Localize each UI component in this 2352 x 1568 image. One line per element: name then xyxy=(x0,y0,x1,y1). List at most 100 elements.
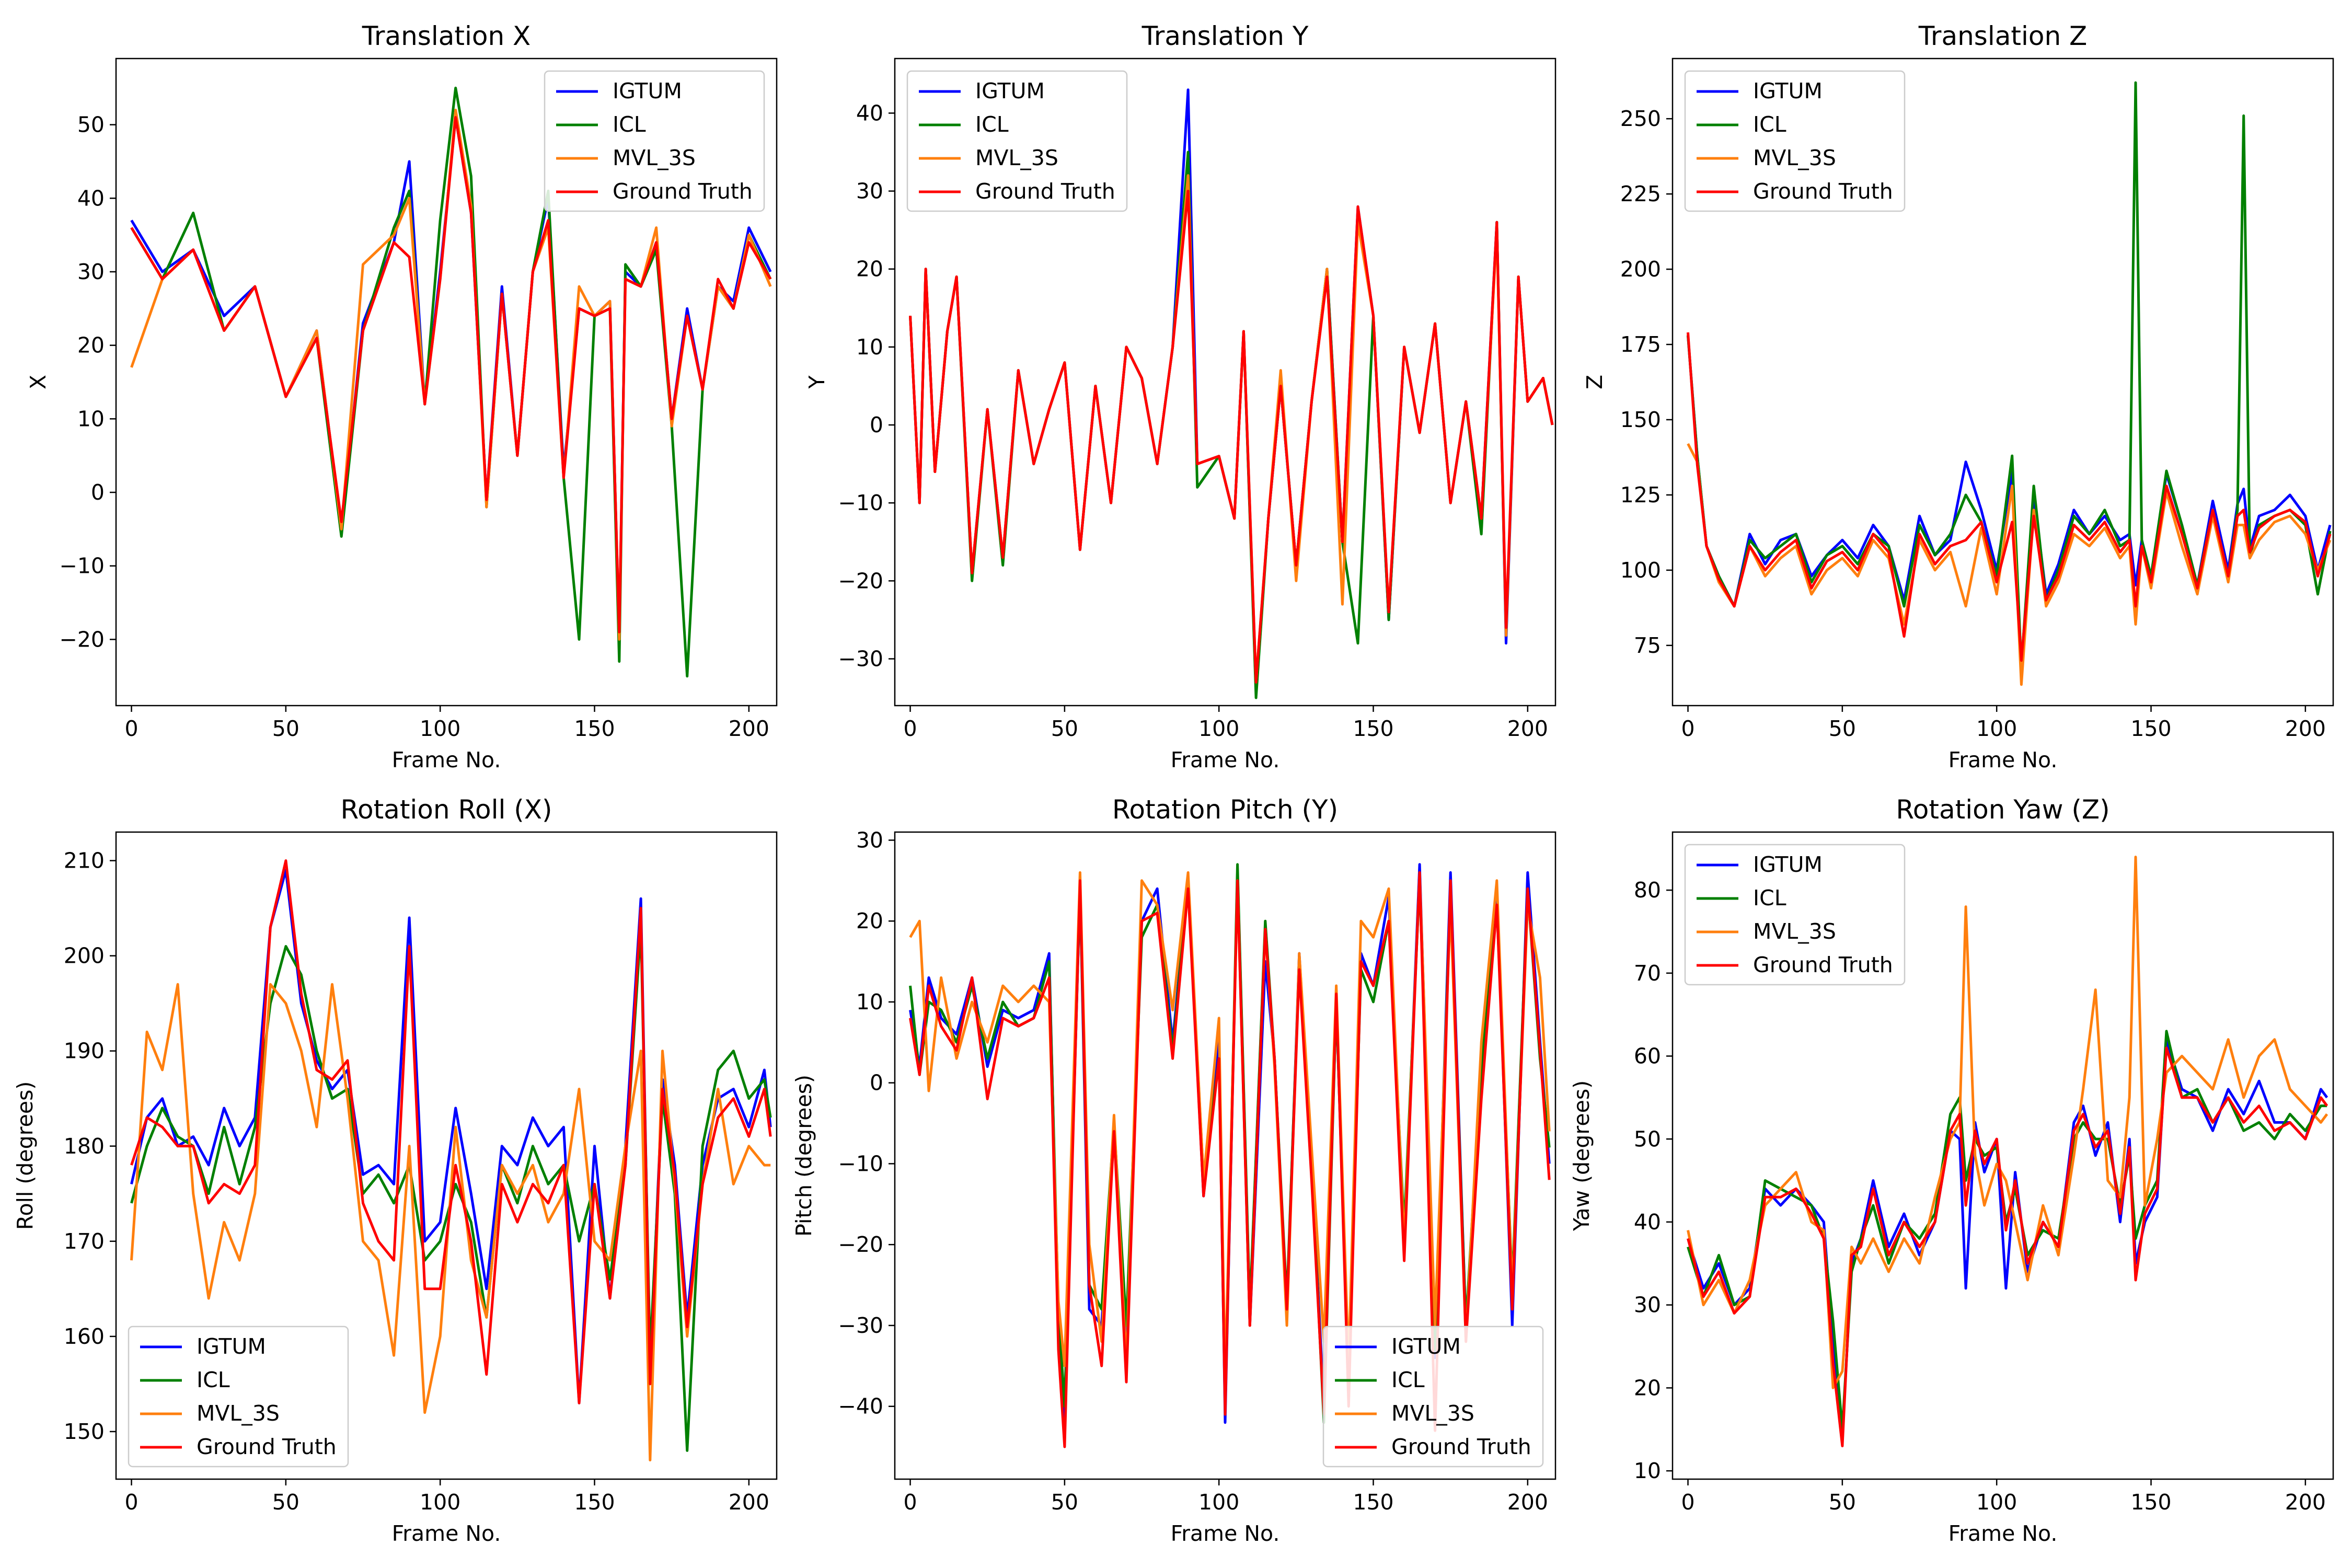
chart-title: Rotation Pitch (Y) xyxy=(1112,794,1338,825)
series-line-ground-truth xyxy=(130,116,772,633)
x-tick-label: 150 xyxy=(1353,716,1393,741)
legend-label-icl: ICL xyxy=(1391,1367,1425,1392)
y-tick-label: 30 xyxy=(1634,1293,1661,1318)
x-tick-label: 100 xyxy=(420,1490,460,1515)
y-tick-label: 80 xyxy=(1634,878,1661,903)
chart-title: Translation Y xyxy=(1142,21,1309,51)
y-tick-label: 0 xyxy=(870,412,883,437)
legend: IGTUM ICL MVL_3S Ground Truth xyxy=(544,70,765,212)
legend: IGTUM ICL MVL_3S Ground Truth xyxy=(906,70,1128,212)
axes-frame xyxy=(894,57,1557,707)
x-tick-label: 50 xyxy=(272,716,299,741)
y-tick-label: 40 xyxy=(77,186,105,211)
x-axis-label: Frame No. xyxy=(392,1521,501,1546)
y-tick-label: 30 xyxy=(77,259,105,284)
legend-label-mvl-3s: MVL_3S xyxy=(1391,1401,1474,1426)
y-tick-label: 20 xyxy=(1634,1375,1661,1400)
legend-label-igtum: IGTUM xyxy=(975,78,1045,103)
x-tick-label: 50 xyxy=(1051,716,1078,741)
chart-title: Translation X xyxy=(362,21,531,51)
legend-label-mvl-3s: MVL_3S xyxy=(975,145,1058,170)
y-tick-label: 250 xyxy=(1620,106,1661,131)
y-tick-label: −10 xyxy=(838,490,883,515)
series-lines xyxy=(130,859,772,1462)
y-axis-label: Z xyxy=(1582,375,1607,389)
y-tick-label: 40 xyxy=(1634,1209,1661,1235)
legend-box xyxy=(1684,70,1906,212)
legend-label-icl: ICL xyxy=(975,112,1009,137)
y-tick-label: 160 xyxy=(64,1324,105,1349)
y-tick-label: 150 xyxy=(1620,407,1661,432)
y-tick-label: 70 xyxy=(1634,961,1661,986)
series-line-icl xyxy=(1687,1030,2327,1431)
subplot-translation-y: Translation Y 0 50 100 150 200 −30 −20 −10 0 10 20 3… xyxy=(804,21,1557,773)
y-axis-label: X xyxy=(26,375,51,389)
legend: IGTUM ICL MVL_3S Ground Truth xyxy=(1322,1325,1544,1468)
chart-title: Rotation Roll (X) xyxy=(340,794,552,825)
series-line-ground-truth xyxy=(1687,332,2332,662)
series-lines xyxy=(909,88,1554,699)
axes-frame xyxy=(1671,831,2334,1480)
legend-label-ground-truth: Ground Truth xyxy=(1753,952,1893,977)
x-tick-label: 0 xyxy=(124,716,138,741)
y-tick-label: 175 xyxy=(1620,332,1661,357)
axes-frame xyxy=(894,831,1557,1480)
legend-box xyxy=(1322,1325,1544,1468)
legend: IGTUM ICL MVL_3S Ground Truth xyxy=(128,1325,349,1468)
x-tick-label: 100 xyxy=(1198,1490,1239,1515)
legend-label-mvl-3s: MVL_3S xyxy=(613,145,696,170)
x-tick-label: 0 xyxy=(124,1490,138,1515)
axes-frame xyxy=(1671,57,2334,707)
x-tick-label: 100 xyxy=(1976,716,2017,741)
y-tick-label: 10 xyxy=(1634,1458,1661,1483)
legend-label-icl: ICL xyxy=(1753,112,1786,137)
y-tick-label: 0 xyxy=(91,480,105,505)
y-tick-label: 170 xyxy=(64,1229,105,1254)
x-tick-label: 200 xyxy=(2285,1490,2326,1515)
y-tick-label: −20 xyxy=(838,1232,883,1257)
y-tick-label: −20 xyxy=(838,568,883,593)
y-axis-label: Roll (degrees) xyxy=(13,1081,38,1230)
legend: IGTUM ICL MVL_3S Ground Truth xyxy=(1684,70,1906,212)
series-line-ground-truth xyxy=(130,859,772,1404)
legend-label-icl: ICL xyxy=(613,112,646,137)
series-lines xyxy=(130,86,772,678)
axes-frame xyxy=(115,831,778,1480)
x-tick-label: 200 xyxy=(1507,716,1548,741)
x-tick-label: 50 xyxy=(272,1490,299,1515)
x-tick-label: 150 xyxy=(2130,1490,2171,1515)
legend-box xyxy=(544,70,765,212)
subplot-translation-x: Translation X 0 50 100 150 200 −20 −10 0 10 20 30 40… xyxy=(26,21,778,773)
y-tick-label: 30 xyxy=(856,827,883,852)
x-tick-label: 0 xyxy=(1681,1490,1694,1515)
y-tick-label: 210 xyxy=(64,848,105,873)
series-line-icl xyxy=(1687,81,2332,668)
subplot-rotation-yaw-z: Rotation Yaw (Z) 0 50 100 150 200 10 20 30 40 50 60… xyxy=(1569,794,2334,1546)
series-line-icl xyxy=(909,151,1554,699)
series-line-mvl-3s xyxy=(1687,443,2332,686)
y-tick-label: 225 xyxy=(1620,181,1661,206)
x-tick-label: 0 xyxy=(1681,716,1694,741)
series-line-igtum xyxy=(1687,1038,2328,1439)
legend-box xyxy=(1684,844,1906,986)
x-tick-label: 50 xyxy=(1829,1490,1856,1515)
x-tick-label: 200 xyxy=(729,1490,769,1515)
axes-frame xyxy=(115,57,778,707)
series-lines xyxy=(1687,81,2332,686)
x-tick-label: 150 xyxy=(574,716,615,741)
y-tick-label: 150 xyxy=(64,1419,105,1444)
series-line-mvl-3s xyxy=(909,174,1554,684)
x-tick-label: 0 xyxy=(903,716,917,741)
legend-label-igtum: IGTUM xyxy=(613,78,682,103)
y-tick-label: 180 xyxy=(64,1134,105,1159)
y-tick-label: −30 xyxy=(838,647,883,672)
y-tick-label: 60 xyxy=(1634,1044,1661,1069)
series-line-ground-truth xyxy=(909,190,1554,684)
y-tick-label: 125 xyxy=(1620,482,1661,508)
x-tick-label: 150 xyxy=(574,1490,615,1515)
chart-title: Rotation Yaw (Z) xyxy=(1896,794,2109,825)
legend-box xyxy=(906,70,1128,212)
y-tick-label: 30 xyxy=(856,179,883,204)
legend-label-igtum: IGTUM xyxy=(1753,852,1823,877)
